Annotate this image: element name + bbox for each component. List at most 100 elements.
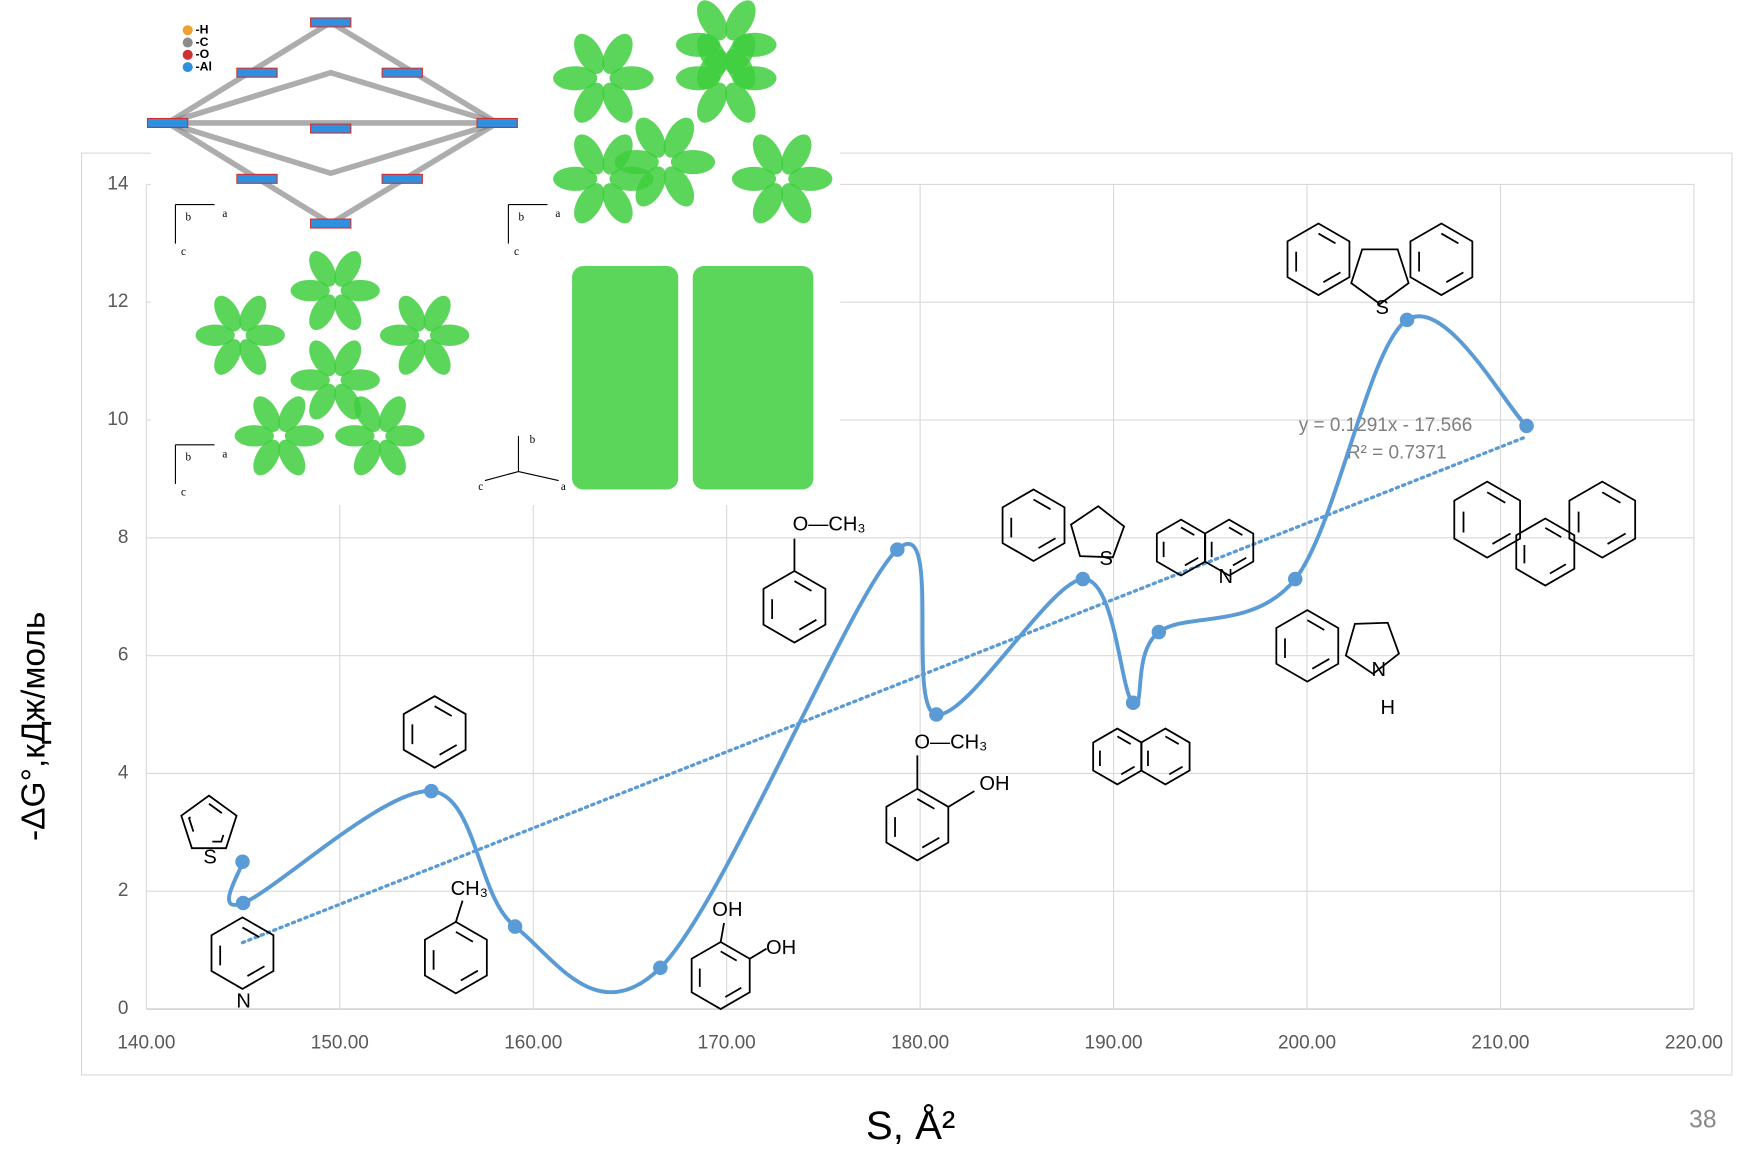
pore-surface [696,0,728,41]
pore-surface [239,295,267,332]
pore-surface [731,166,777,191]
data-point [1519,418,1534,434]
pore-surface [602,134,633,175]
pore-surface [309,294,337,331]
pore-surface [609,166,654,191]
pore-surface [335,425,375,447]
pore-surface [334,383,362,420]
marks: y = 0.1291x - 17.566 R² = 0.7371 [227,312,1534,995]
crystal-insets: -H-C-O-Al b a c b a c b a c b c a [146,0,841,506]
y-tick-label: 10 [107,409,128,430]
metal-node [381,173,423,184]
axis-letter: c [514,246,519,258]
pore-surface [195,324,235,346]
atom-label: OH [712,899,742,921]
legend-dot [182,49,193,60]
pore-surface [602,33,633,74]
y-tick-label: 2 [118,880,129,901]
ring [1286,222,1351,297]
atom-label: OH [979,773,1009,795]
data-point [929,707,944,722]
axis-letter: b [530,434,536,446]
atom-label: N [236,991,251,1013]
pore-surface [725,82,756,123]
pore-surface [663,117,695,158]
ring [762,569,827,644]
pore-surface [788,166,833,191]
legend-label: -O [196,47,210,61]
pore-surface [423,339,451,375]
data-point [424,783,439,799]
pore-surface [385,425,425,447]
legend-label: -Al [196,59,212,73]
metal-node [310,17,352,28]
atom-label: N [1372,659,1387,681]
pore-surface [696,82,728,123]
pore-surface [278,396,306,433]
pore-surface [574,183,605,224]
pore-surface [553,166,598,191]
data-point [235,854,250,870]
legend-label: -C [196,35,209,49]
ring [885,787,950,862]
legend-dot [182,37,193,48]
ring [1350,248,1410,306]
pore-surface [635,117,666,158]
pore-surface [781,183,812,224]
pore-surface [245,324,285,346]
atom-label: OH [766,937,796,959]
atom-label: CH₃ [451,878,488,900]
trendline-r2: R² = 0.7371 [1347,443,1447,464]
pore-surface [732,32,777,57]
atom-label: O—CH₃ [793,514,866,536]
pore-surface [309,251,337,287]
axis-letter: c [181,246,186,258]
pore-surface [423,295,451,332]
ring [1515,517,1576,587]
axis-arrow [518,471,559,482]
legend-dot [182,62,193,73]
pore-surface [602,183,633,224]
pore-surface [353,396,381,433]
pore-surface [781,134,812,175]
axis-arrow [484,471,519,482]
data-point [1399,312,1415,328]
pore-surface [290,369,330,391]
y-tick-label: 14 [107,173,128,194]
pore-surface [378,439,406,476]
pore-surface [574,134,605,175]
metal-node [236,173,278,184]
x-axis-title: S, Å² [866,1103,955,1148]
atom-label: S [203,847,216,869]
metal-node [310,218,352,229]
pore-surface [340,279,380,302]
channel-surface [572,265,679,490]
axis-letter: b [518,212,524,224]
page-number: 38 [1689,1106,1716,1133]
data-point [1287,571,1303,587]
x-tick-label: 150.00 [311,1033,369,1054]
x-tick-label: 210.00 [1471,1033,1529,1054]
metal-node [381,67,423,78]
bond [749,947,767,960]
legend-dot [182,25,193,36]
pore-surface [278,439,306,476]
trendline-equation: y = 0.1291x - 17.566 [1299,415,1473,436]
channel-surface [692,265,814,490]
ring [1203,518,1255,577]
bond [948,790,975,808]
pore-surface [574,82,605,123]
metal-node [310,123,352,134]
ring [1275,609,1340,683]
pore-surface [398,339,426,375]
data-point [235,895,251,911]
pore-surface [752,134,784,175]
x-tick-label: 140.00 [117,1033,175,1054]
axis-letter: a [561,481,566,493]
atom-label: S [1375,297,1388,319]
pore-surface [309,383,337,420]
y-axis-title: -ΔG°,кДж/моль [16,612,53,841]
pore-surface [602,82,633,123]
metal-node [236,67,278,78]
